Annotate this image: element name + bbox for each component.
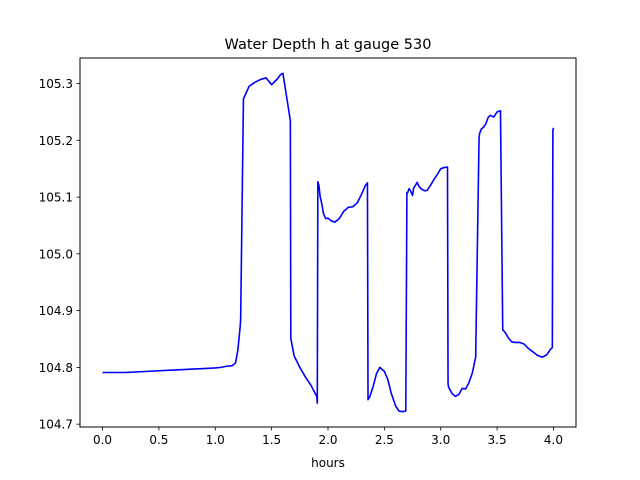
plot-layer <box>102 72 555 413</box>
x-tick-label: 0.5 <box>149 433 168 447</box>
x-axis-ticks: 0.0 0.5 1.0 1.5 2.0 2.5 3.0 3.5 4.0 <box>93 427 563 447</box>
x-tick-label: 0.0 <box>93 433 112 447</box>
y-tick-label: 104.7 <box>39 418 73 432</box>
x-axis-label: hours <box>311 456 345 470</box>
x-tick-label: 3.5 <box>488 433 507 447</box>
y-tick-label: 105.1 <box>39 191 73 205</box>
x-tick-label: 1.0 <box>206 433 225 447</box>
x-tick-label: 2.0 <box>318 433 337 447</box>
y-tick-label: 105.3 <box>39 77 73 91</box>
y-tick-label: 104.9 <box>39 304 73 318</box>
x-tick-label: 2.5 <box>375 433 394 447</box>
y-tick-label: 105.0 <box>39 247 73 261</box>
x-tick-label: 1.5 <box>262 433 281 447</box>
chart-title: Water Depth h at gauge 530 <box>225 37 432 53</box>
y-tick-label: 104.8 <box>39 361 73 375</box>
y-tick-label: 105.2 <box>39 134 73 148</box>
y-axis-ticks: 104.7 104.8 104.9 105.0 105.1 105.2 105.3 <box>39 77 80 432</box>
x-tick-label: 3.0 <box>431 433 450 447</box>
series-line-0 <box>102 72 555 413</box>
x-tick-label: 4.0 <box>544 433 563 447</box>
